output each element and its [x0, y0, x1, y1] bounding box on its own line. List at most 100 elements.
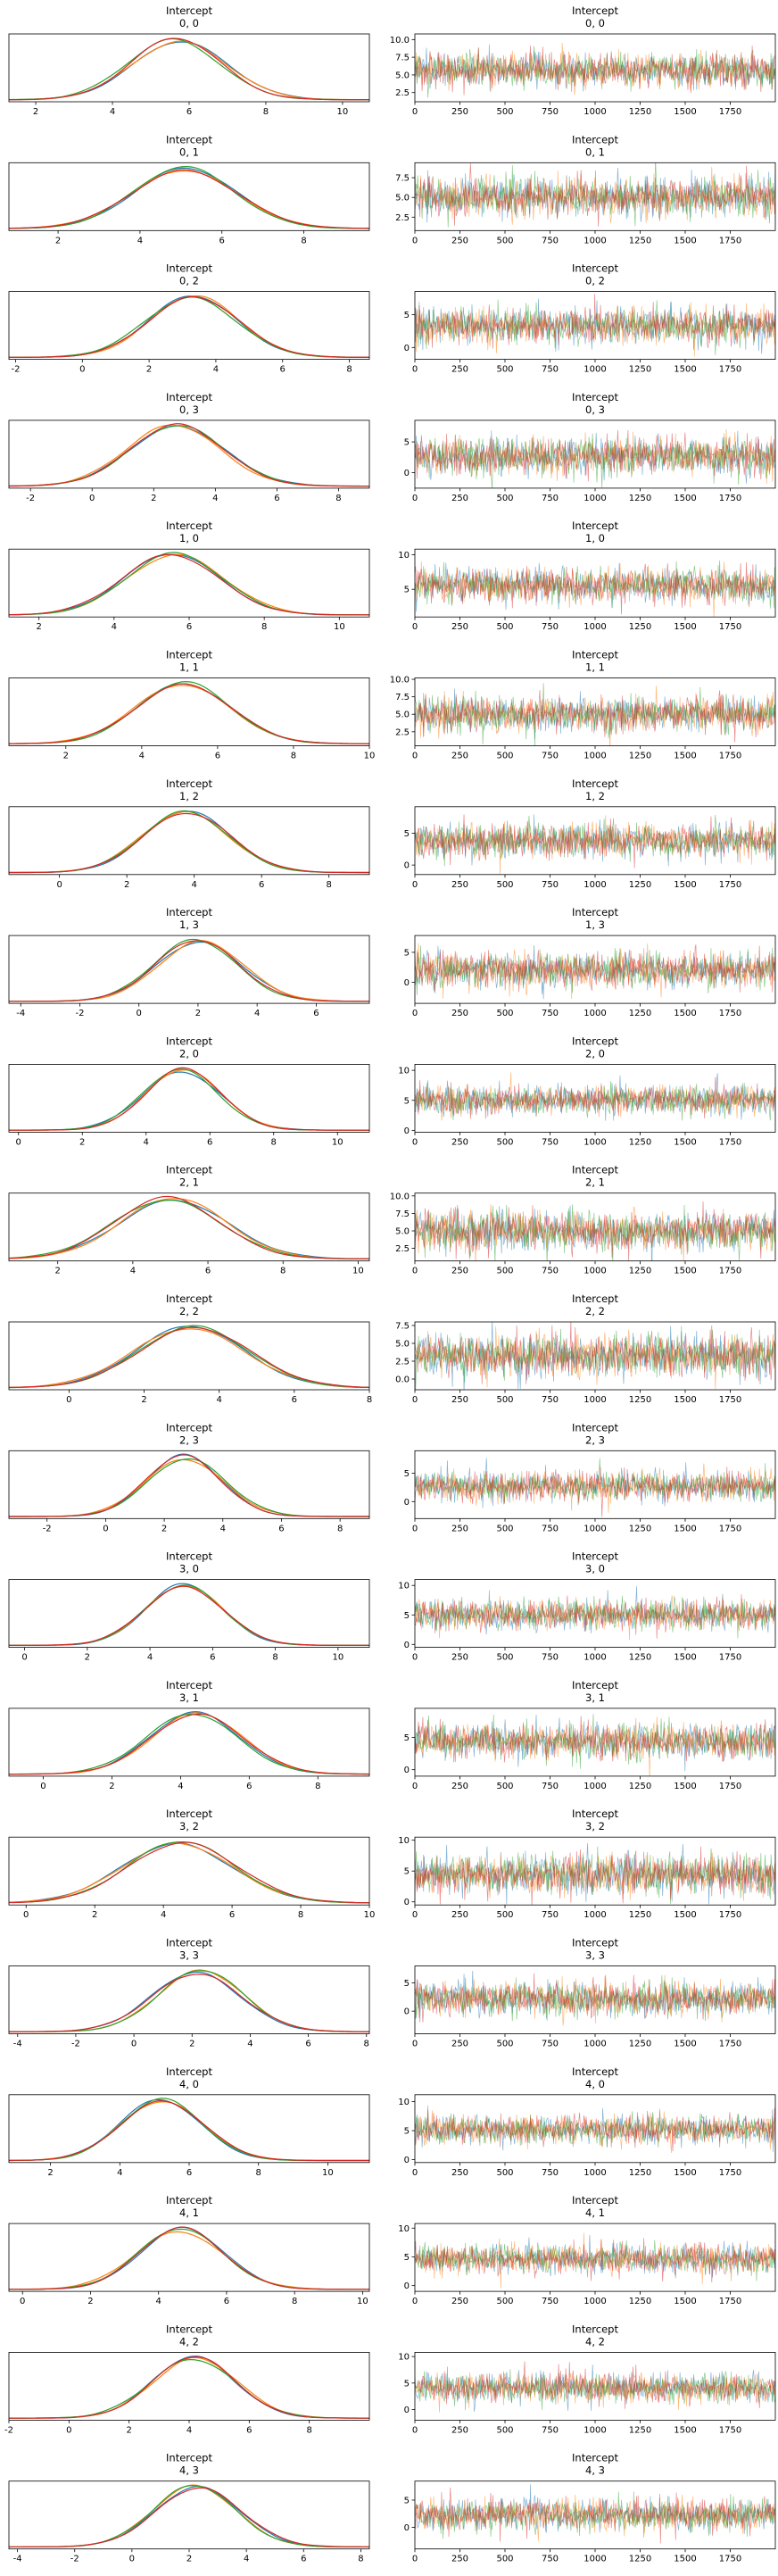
- kde-9-xtick-label: 2: [55, 1267, 61, 1276]
- kde-line-chain-0: [8, 425, 370, 487]
- trace-12-ytick-label: 10: [398, 1582, 410, 1591]
- trace-3-xtick-label: 1500: [674, 494, 696, 503]
- trace-3-xtick-label: 500: [496, 494, 513, 503]
- kde-line-chain-3: [9, 2487, 369, 2548]
- kde-line-chain-1: [8, 553, 370, 616]
- kde-3-xtick-label: 0: [89, 494, 95, 503]
- trace-2-xtick-label: 1750: [719, 365, 741, 375]
- kde-panel-8: [9, 1067, 370, 1131]
- trace-18-xtick-label: 0: [412, 2425, 418, 2435]
- kde-axes-6: [8, 806, 370, 876]
- kde-11-xtick-label: 6: [278, 1524, 284, 1533]
- kde-line-chain-3: [8, 1195, 369, 1260]
- kde-3-xtick-label: 6: [274, 494, 279, 503]
- kde-6-xtick-label: 0: [56, 880, 62, 890]
- trace-line-chain-3: [415, 2238, 775, 2282]
- trace-15-xtick-label: 750: [542, 2040, 559, 2049]
- trace-4-xtick-label: 1750: [719, 622, 741, 632]
- trace-3-xtick-label: 1750: [719, 494, 741, 503]
- kde-panel-12: [8, 1583, 370, 1646]
- trace-7-xtick-label: 0: [412, 1009, 418, 1018]
- kde-title-line-15-1: 3, 3: [179, 1949, 199, 1962]
- trace-1-ytick-label: 5.0: [395, 194, 410, 204]
- kde-15-xtick-label: 2: [189, 2040, 194, 2049]
- trace-11-ytick-label: 0: [404, 1498, 410, 1508]
- trace-0-ytick-label: 5.0: [395, 71, 410, 80]
- kde-panel-6: [8, 810, 370, 874]
- trace-panel-4: [415, 560, 775, 618]
- kde-1-xtick-label: 8: [301, 236, 306, 245]
- trace-17-xtick-label: 1000: [584, 2297, 606, 2306]
- trace-17-xtick-label: 750: [542, 2297, 559, 2306]
- trace-12-xtick-label: 750: [542, 1653, 559, 1663]
- trace-4-xtick-label: 1000: [584, 622, 606, 632]
- kde-line-chain-3: [8, 1585, 369, 1646]
- trace-5-xtick-label: 500: [496, 752, 513, 761]
- kde-title-line-15-0: Intercept: [166, 1937, 212, 1949]
- kde-line-chain-2: [9, 2485, 370, 2548]
- kde-7-xtick-label: 4: [254, 1009, 260, 1018]
- trace-14-xtick-label: 250: [451, 1910, 468, 1920]
- kde-19-xtick-label: 0: [129, 2555, 135, 2564]
- trace-9-ytick-label: 7.5: [395, 1209, 410, 1219]
- trace-6-ytick-label: 5: [404, 829, 410, 839]
- trace-line-chain-3: [415, 294, 775, 349]
- kde-line-chain-3: [8, 295, 369, 358]
- kde-2-xtick-label: 6: [280, 365, 286, 375]
- kde-19-xtick-label: 6: [301, 2555, 306, 2564]
- trace-18-xtick-label: 1250: [629, 2425, 651, 2435]
- trace-6-xtick-label: 1000: [584, 880, 606, 890]
- kde-line-chain-2: [8, 1841, 370, 1904]
- trace-9-xtick-label: 1500: [674, 1267, 696, 1276]
- trace-9-ytick-label: 2.5: [395, 1244, 410, 1254]
- kde-line-chain-2: [9, 938, 370, 1002]
- trace-10-xtick-label: 750: [542, 1395, 559, 1405]
- kde-title-line-2-1: 0, 2: [179, 275, 199, 287]
- kde-18-xtick-label: 4: [186, 2425, 192, 2435]
- trace-panel-10: [415, 1322, 775, 1390]
- kde-0-xtick-label: 6: [186, 107, 192, 117]
- kde-line-chain-0: [8, 295, 370, 358]
- kde-line-chain-1: [9, 940, 369, 1002]
- kde-panel-7: [9, 938, 370, 1002]
- trace-line-chain-3: [415, 46, 775, 96]
- kde-title-line-3-0: Intercept: [166, 391, 212, 403]
- trace-7-xtick-label: 1500: [674, 1009, 696, 1018]
- trace-line-chain-2: [415, 2239, 775, 2281]
- trace-title-line-14-0: Intercept: [572, 1807, 618, 1820]
- trace-12-xtick-label: 0: [412, 1653, 418, 1663]
- kde-title-line-11-0: Intercept: [166, 1421, 212, 1433]
- kde-10-xtick-label: 2: [141, 1395, 146, 1405]
- kde-line-chain-1: [8, 1328, 370, 1388]
- trace-18-xtick-label: 1500: [674, 2425, 696, 2435]
- kde-panel-13: [8, 1711, 370, 1775]
- kde-11-xtick-label: 0: [103, 1524, 108, 1533]
- kde-line-chain-2: [8, 37, 370, 101]
- kde-title-line-14-0: Intercept: [166, 1807, 212, 1820]
- kde-panel-2: [8, 295, 370, 358]
- trace-line-chain-2: [415, 1458, 775, 1506]
- trace-1-xtick-label: 750: [542, 236, 559, 245]
- kde-title-line-7-1: 1, 3: [179, 918, 199, 931]
- trace-11-ytick-label: 5: [404, 1469, 410, 1479]
- kde-11-xtick-label: 2: [161, 1524, 167, 1533]
- trace-14-xtick-label: 750: [542, 1910, 559, 1920]
- trace-panel-15: [415, 1970, 775, 2026]
- trace-line-chain-3: [415, 2488, 775, 2544]
- kde-9-xtick-label: 10: [352, 1267, 364, 1276]
- trace-line-chain-3: [415, 2107, 775, 2152]
- trace-12-ytick-label: 0: [404, 1641, 410, 1650]
- kde-panel-16: [8, 2098, 369, 2162]
- kde-title-line-1-0: Intercept: [166, 133, 212, 145]
- trace-title-line-0-0: Intercept: [572, 4, 618, 17]
- kde-4-xtick-label: 4: [112, 622, 117, 632]
- kde-13-xtick-label: 0: [40, 1782, 46, 1791]
- kde-line-chain-3: [8, 1841, 370, 1904]
- trace-11-xtick-label: 750: [542, 1524, 559, 1533]
- kde-0-xtick-label: 2: [33, 107, 38, 117]
- kde-0-xtick-label: 8: [263, 107, 269, 117]
- trace-6-ytick-label: 0: [404, 861, 410, 871]
- kde-2-xtick-label: 2: [146, 365, 152, 375]
- kde-2-xtick-label: 4: [213, 365, 219, 375]
- trace-2-xtick-label: 750: [542, 365, 559, 375]
